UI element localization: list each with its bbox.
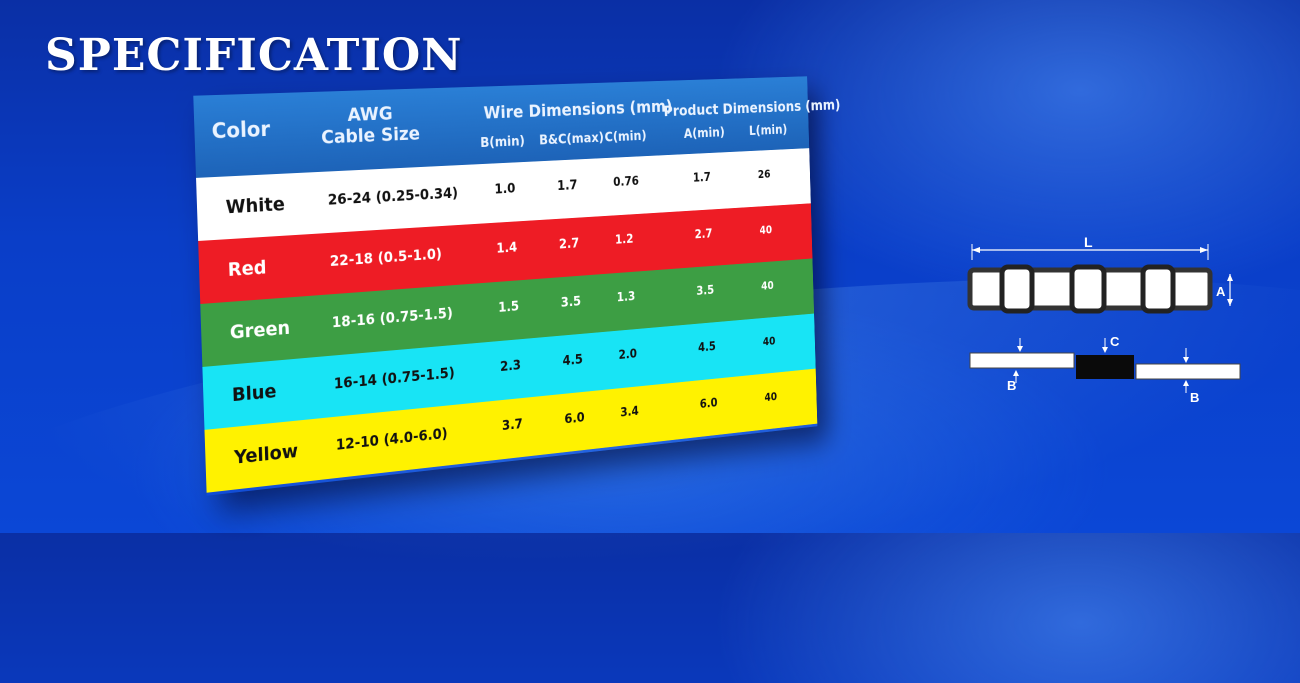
header-bc-max: B&C(max)	[539, 131, 604, 149]
cell-awg: 18-16 (0.75-1.5)	[332, 304, 454, 331]
crimp-band-left	[1002, 267, 1032, 311]
cell-c-min: 1.3	[617, 290, 636, 305]
cell-b-min: 3.7	[502, 417, 523, 434]
header-awg: AWG Cable Size	[320, 102, 420, 148]
header-l-min: L(min)	[749, 123, 788, 139]
cell-b-min: 1.4	[496, 240, 517, 256]
cell-a-min: 1.7	[693, 171, 711, 185]
a-arrow-top	[1227, 274, 1233, 281]
b-arrowhead-left-top	[1017, 346, 1023, 352]
wire-section-center	[1076, 355, 1134, 379]
label-b-left: B	[1007, 378, 1016, 393]
terminal-diagram: L A C B B	[960, 230, 1250, 420]
cell-color: Red	[227, 257, 266, 281]
cell-awg: 16-14 (0.75-1.5)	[334, 364, 455, 393]
specification-table: Color AWG Cable Size Wire Dimensions (mm…	[193, 76, 817, 495]
cell-bc-max: 6.0	[564, 410, 585, 427]
b-arrowhead-right-top	[1183, 357, 1189, 363]
crimp-band-center	[1072, 267, 1104, 311]
b-arrowhead-right-bottom	[1183, 380, 1189, 386]
cell-color: White	[225, 193, 285, 218]
cell-a-min: 6.0	[700, 396, 718, 411]
label-a: A	[1216, 284, 1226, 299]
cell-awg: 26-24 (0.25-0.34)	[328, 184, 459, 208]
cell-bc-max: 4.5	[562, 352, 583, 369]
header-wire-dimensions: Wire Dimensions (mm)	[483, 97, 672, 123]
l-arrow-left	[972, 247, 980, 253]
cell-l-min: 40	[761, 279, 774, 292]
cell-a-min: 2.7	[694, 227, 712, 242]
cell-c-min: 2.0	[618, 347, 637, 362]
label-c: C	[1110, 334, 1120, 349]
header-awg-line2: Cable Size	[321, 123, 420, 148]
l-arrow-right	[1200, 247, 1208, 253]
cell-a-min: 3.5	[696, 284, 714, 299]
cell-b-min: 1.0	[494, 181, 515, 197]
cell-a-min: 4.5	[698, 340, 716, 355]
cell-c-min: 3.4	[620, 405, 639, 421]
cell-l-min: 40	[759, 223, 772, 236]
wire-section-left	[970, 353, 1074, 368]
cell-c-min: 1.2	[615, 233, 634, 248]
header-product-dimensions: Product Dimensions (mm)	[663, 96, 840, 120]
cell-c-min: 0.76	[613, 175, 639, 190]
c-arrowhead	[1102, 347, 1108, 353]
cell-b-min: 1.5	[498, 299, 519, 316]
b-arrowhead-left-bottom	[1013, 370, 1019, 376]
header-c-min: C(min)	[604, 129, 646, 145]
label-l: L	[1084, 234, 1093, 250]
crimp-band-right	[1143, 267, 1173, 311]
cell-awg: 12-10 (4.0-6.0)	[336, 425, 448, 454]
cell-color: Yellow	[234, 440, 299, 468]
cell-bc-max: 3.5	[561, 294, 582, 310]
cell-color: Blue	[232, 380, 277, 406]
cell-l-min: 26	[758, 168, 771, 181]
header-color: Color	[211, 117, 270, 143]
wire-section-right	[1136, 364, 1240, 379]
cell-awg: 22-18 (0.5-1.0)	[330, 245, 443, 270]
page-title: SPECIFICATION	[45, 30, 462, 81]
header-a-min: A(min)	[684, 125, 725, 141]
cell-b-min: 2.3	[500, 358, 521, 375]
header-b-min: B(min)	[480, 134, 525, 151]
cell-l-min: 40	[763, 335, 776, 349]
cell-color: Green	[230, 317, 291, 344]
cell-bc-max: 2.7	[559, 236, 580, 252]
cell-bc-max: 1.7	[557, 178, 578, 194]
label-b-right: B	[1190, 390, 1199, 405]
cell-l-min: 40	[764, 390, 777, 404]
a-arrow-bottom	[1227, 299, 1233, 306]
